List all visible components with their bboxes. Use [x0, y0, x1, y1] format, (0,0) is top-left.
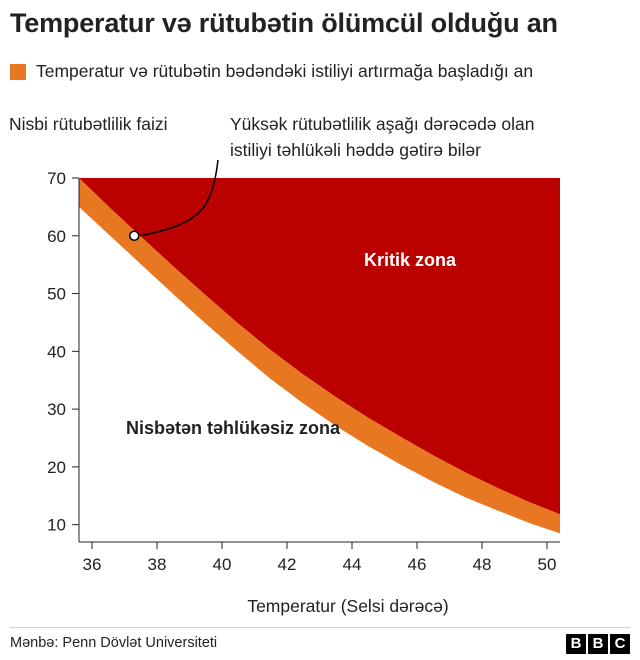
x-tick-label: 50	[538, 555, 557, 574]
bbc-logo-letter: B	[566, 634, 586, 654]
y-tick-label: 10	[47, 516, 66, 535]
chart-title: Temperatur və rütubətin ölümcül olduğu a…	[10, 8, 558, 38]
y-tick-label: 30	[47, 400, 66, 419]
safe-zone-label: Nisbətən təhlükəsiz zona	[126, 418, 341, 438]
callout-point-marker	[129, 230, 140, 242]
x-tick-label: 44	[343, 555, 362, 574]
x-tick-label: 38	[148, 555, 167, 574]
critical-zone-area	[79, 178, 560, 515]
y-axis-label: Nisbi rütubətlilik faizi	[9, 114, 168, 134]
x-tick-label: 46	[408, 555, 427, 574]
critical-zone-label: Kritik zona	[364, 250, 457, 270]
chart-area: Nisbi rütubətlilik faizi Yüksək rütubətl…	[9, 114, 560, 616]
x-tick-label: 42	[278, 555, 297, 574]
source-note: Mənbə: Penn Dövlət Universiteti	[10, 635, 218, 651]
legend: Temperatur və rütubətin bədəndəki istili…	[10, 61, 533, 82]
y-tick-label: 20	[47, 458, 66, 477]
threshold-band	[79, 178, 560, 534]
x-tick-label: 48	[473, 555, 492, 574]
callout-text-line-1: Yüksək rütubətlilik aşağı dərəcədə olan	[230, 114, 535, 134]
y-tick-label: 60	[47, 227, 66, 246]
footer-divider	[10, 627, 630, 628]
y-tick-label: 40	[47, 342, 66, 361]
bbc-logo-letter: B	[588, 634, 608, 654]
legend-swatch	[10, 63, 26, 80]
legend-label: Temperatur və rütubətin bədəndəki istili…	[36, 61, 534, 81]
y-tick-label: 70	[47, 169, 66, 188]
x-axis-label: Temperatur (Selsi dərəcə)	[247, 596, 448, 616]
callout-text-line-2: istiliyi təhlükəli həddə gətirə bilər	[230, 140, 481, 160]
bbc-logo: B B C	[566, 634, 630, 654]
y-tick-label: 50	[47, 285, 66, 304]
x-tick-label: 36	[83, 555, 102, 574]
bbc-logo-letter: C	[610, 634, 630, 654]
x-tick-label: 40	[213, 555, 232, 574]
callout-leader-line	[139, 159, 219, 237]
plot-area: 10 20 30 40 50 60 70 36 38 40 42 44 46 48 50 Kritik zon…	[47, 159, 560, 574]
